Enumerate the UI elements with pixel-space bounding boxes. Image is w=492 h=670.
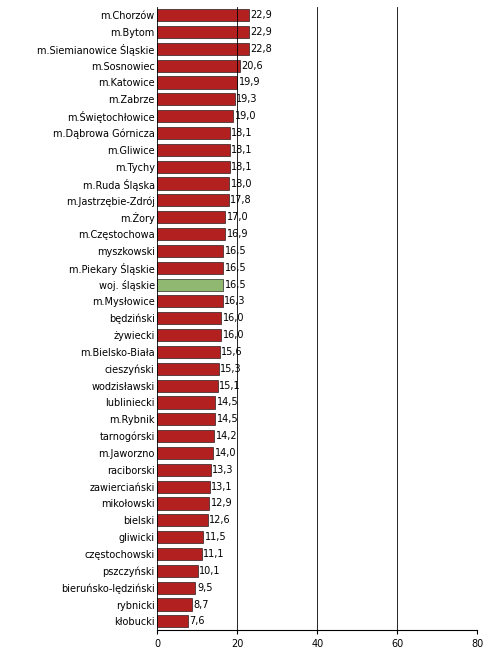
Bar <box>157 194 229 206</box>
Bar <box>157 262 223 274</box>
Text: 18,0: 18,0 <box>231 178 252 188</box>
Text: 16,5: 16,5 <box>225 246 246 256</box>
Text: 14,5: 14,5 <box>217 397 239 407</box>
Text: 13,1: 13,1 <box>212 482 233 492</box>
Bar <box>157 413 215 425</box>
Bar <box>157 379 218 392</box>
Bar <box>157 43 248 55</box>
Text: 16,0: 16,0 <box>223 330 245 340</box>
Text: 19,0: 19,0 <box>235 111 256 121</box>
Bar <box>157 245 223 257</box>
Text: 9,5: 9,5 <box>197 583 213 593</box>
Text: 22,8: 22,8 <box>250 44 272 54</box>
Text: 22,9: 22,9 <box>250 27 273 37</box>
Text: 15,6: 15,6 <box>221 347 243 357</box>
Bar <box>157 76 237 88</box>
Text: 13,3: 13,3 <box>212 465 234 475</box>
Bar <box>157 110 233 122</box>
Bar <box>157 464 211 476</box>
Text: 18,1: 18,1 <box>231 145 253 155</box>
Bar <box>157 178 229 190</box>
Bar <box>157 161 230 173</box>
Bar <box>157 362 218 375</box>
Text: 15,3: 15,3 <box>220 364 242 374</box>
Bar <box>157 93 235 105</box>
Bar <box>157 515 208 527</box>
Bar <box>157 531 203 543</box>
Bar <box>157 228 225 240</box>
Text: 19,3: 19,3 <box>236 94 258 105</box>
Text: 17,8: 17,8 <box>230 196 252 206</box>
Bar <box>157 615 188 627</box>
Text: 10,1: 10,1 <box>199 566 221 576</box>
Text: 16,5: 16,5 <box>225 279 246 289</box>
Bar <box>157 9 249 21</box>
Text: 7,6: 7,6 <box>189 616 205 626</box>
Bar <box>157 548 202 560</box>
Bar <box>157 127 230 139</box>
Bar <box>157 565 198 577</box>
Bar <box>157 582 195 594</box>
Text: 14,2: 14,2 <box>216 431 238 441</box>
Bar <box>157 397 215 409</box>
Text: 15,1: 15,1 <box>219 381 241 391</box>
Bar <box>157 295 222 308</box>
Bar <box>157 430 214 442</box>
Bar <box>157 497 209 510</box>
Text: 14,0: 14,0 <box>215 448 237 458</box>
Bar <box>157 211 225 223</box>
Text: 12,9: 12,9 <box>211 498 232 509</box>
Text: 14,5: 14,5 <box>217 414 239 424</box>
Text: 17,0: 17,0 <box>227 212 248 222</box>
Bar <box>157 312 221 324</box>
Text: 18,1: 18,1 <box>231 128 253 138</box>
Text: 12,6: 12,6 <box>210 515 231 525</box>
Text: 11,1: 11,1 <box>203 549 225 559</box>
Bar <box>157 60 240 72</box>
Text: 18,1: 18,1 <box>231 161 253 172</box>
Text: 16,5: 16,5 <box>225 263 246 273</box>
Text: 16,9: 16,9 <box>227 229 248 239</box>
Bar <box>157 279 223 291</box>
Bar <box>157 329 221 341</box>
Bar <box>157 480 210 492</box>
Text: 11,5: 11,5 <box>205 532 227 542</box>
Bar <box>157 26 249 38</box>
Bar <box>157 447 214 459</box>
Bar <box>157 346 220 358</box>
Bar <box>157 598 192 610</box>
Text: 19,9: 19,9 <box>239 78 260 88</box>
Bar <box>157 144 230 156</box>
Text: 16,0: 16,0 <box>223 314 245 323</box>
Text: 20,6: 20,6 <box>242 61 263 70</box>
Text: 8,7: 8,7 <box>194 600 209 610</box>
Text: 16,3: 16,3 <box>224 296 246 306</box>
Text: 22,9: 22,9 <box>250 10 273 20</box>
